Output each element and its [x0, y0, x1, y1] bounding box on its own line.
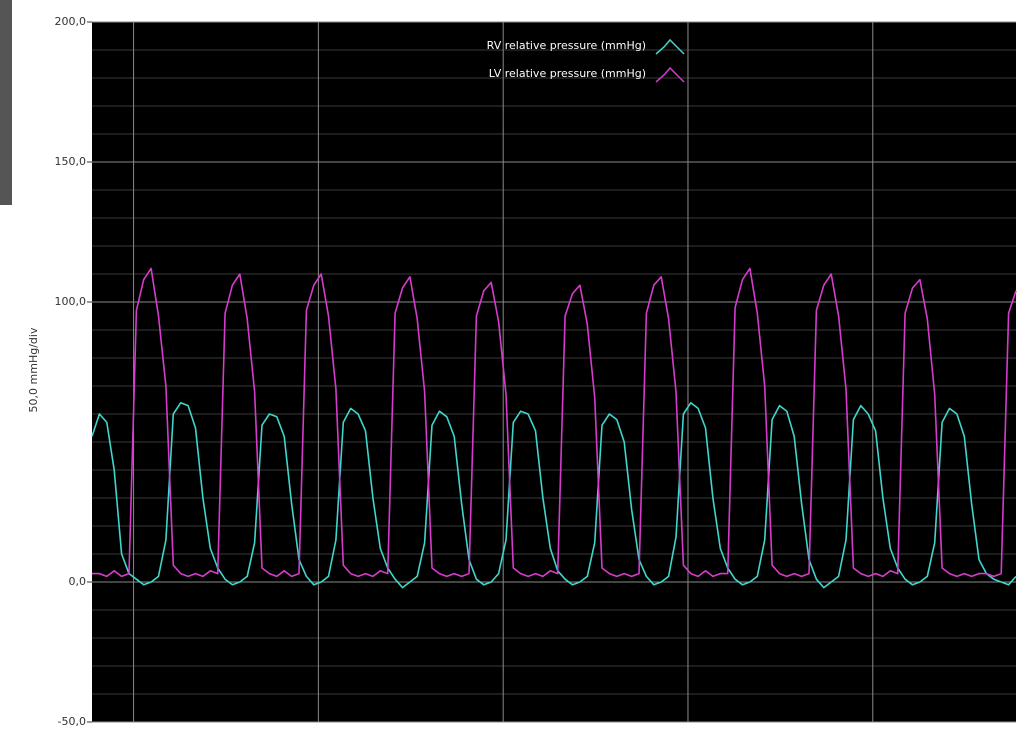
series-line	[91, 402, 1017, 589]
series-line	[92, 267, 1017, 578]
y-tick-label: -50,0	[58, 715, 86, 728]
plot-area	[92, 22, 1016, 722]
y-tick-label: 0,0	[69, 575, 87, 588]
legend-icon	[655, 66, 685, 83]
legend-label: RV relative pressure (mmHg)	[487, 39, 646, 52]
y-tick-label: 100,0	[55, 295, 87, 308]
y-tick-label: 200,0	[55, 15, 87, 28]
legend-icon	[655, 38, 685, 55]
side-bar	[0, 0, 12, 205]
y-tick-label: 150,0	[55, 155, 87, 168]
y-axis-label: 50,0 mmHg/div	[27, 327, 40, 412]
legend-label: LV relative pressure (mmHg)	[489, 67, 646, 80]
